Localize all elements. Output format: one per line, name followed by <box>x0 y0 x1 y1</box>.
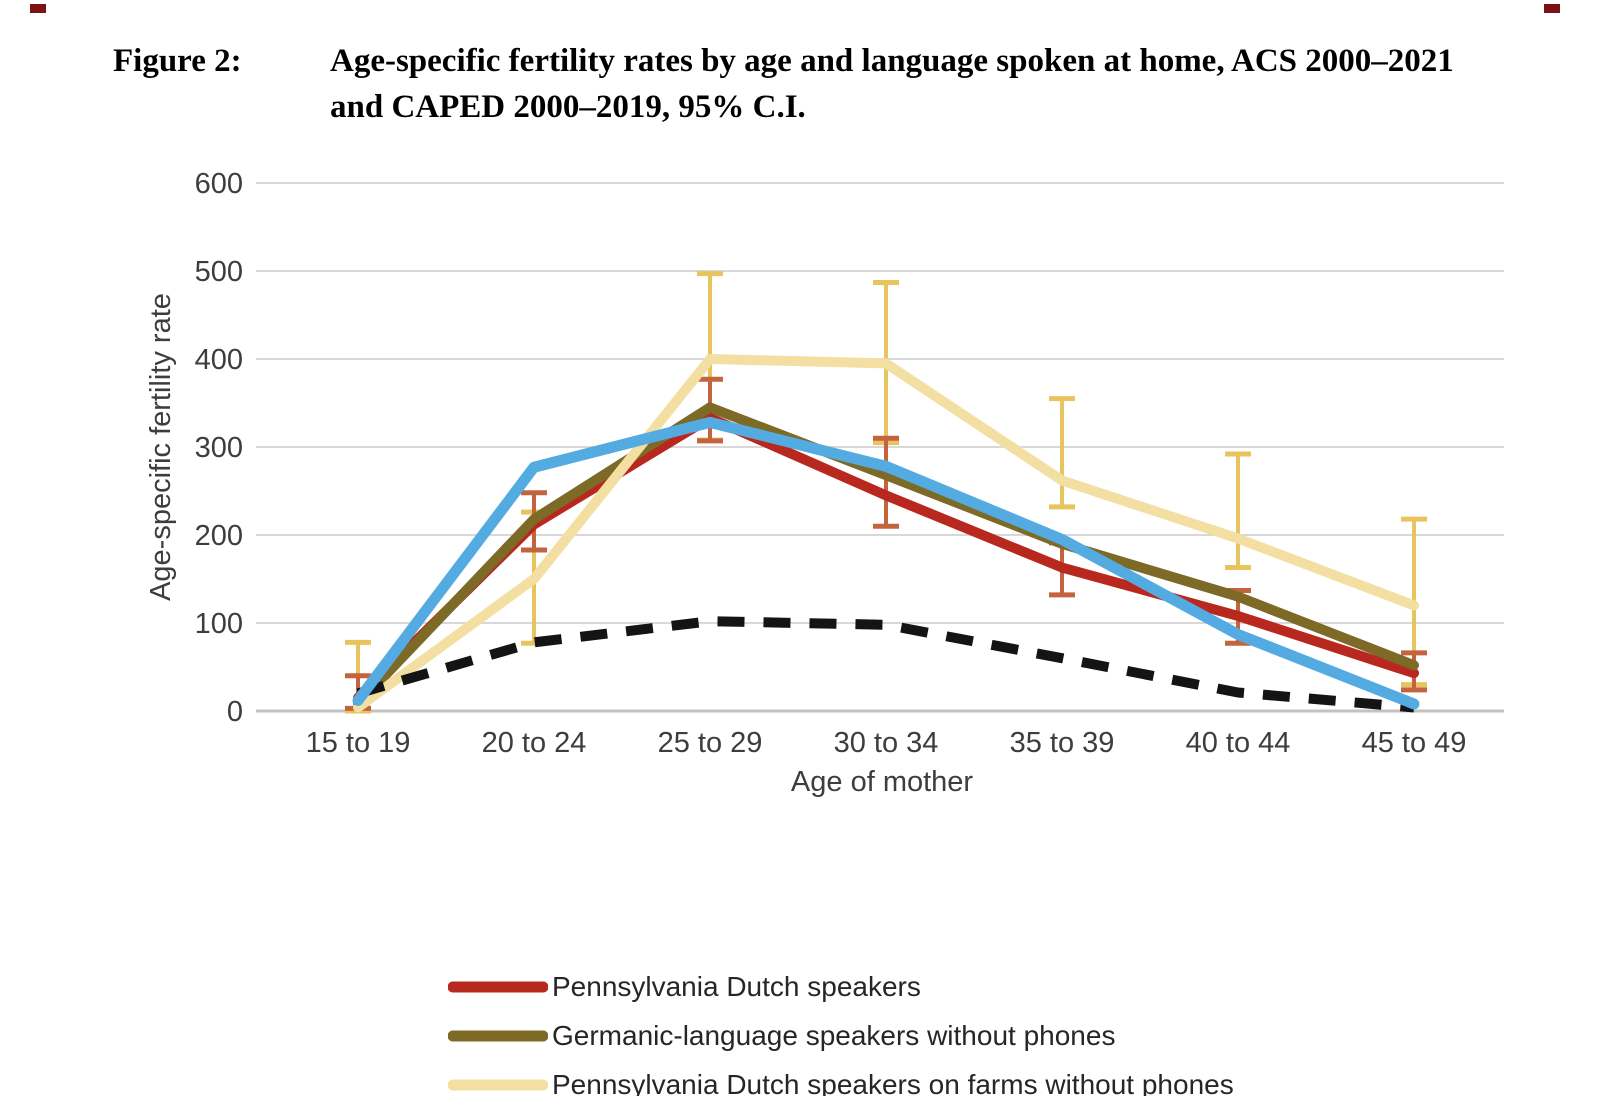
legend-swatch-line <box>448 1079 548 1090</box>
chart-legend: Pennsylvania Dutch speakers Germanic-lan… <box>448 962 1234 1096</box>
series-line-all-acs-respondents <box>356 616 1415 713</box>
legend-label: Germanic-language speakers without phone… <box>552 1019 1116 1051</box>
x-axis-title: Age of mother <box>791 766 973 798</box>
series-line-caped <box>352 416 1420 710</box>
legend-item: Pennsylvania Dutch speakers <box>448 962 1234 1011</box>
x-tick-label: 20 to 24 <box>482 727 587 759</box>
figure-label: Figure 2: <box>113 43 242 79</box>
y-tick-label: 600 <box>195 168 243 200</box>
legend-label: Pennsylvania Dutch speakers <box>552 970 921 1002</box>
page-edge-mark-left <box>30 4 46 13</box>
figure-title: Age-specific fertility rates by age and … <box>330 43 1454 126</box>
x-tick-label: 45 to 49 <box>1362 727 1467 759</box>
y-tick-label: 300 <box>195 432 243 464</box>
x-tick-label: 25 to 29 <box>658 727 763 759</box>
x-tick-label: 30 to 34 <box>834 727 939 759</box>
x-tick-label: 40 to 44 <box>1186 727 1291 759</box>
legend-swatch-line <box>448 1030 548 1041</box>
x-tick-label: 35 to 39 <box>1010 727 1115 759</box>
x-tick-label: 15 to 19 <box>306 727 411 759</box>
legend-swatch-line <box>448 981 548 992</box>
legend-label: Pennsylvania Dutch speakers on farms wit… <box>552 1068 1234 1096</box>
y-tick-label: 100 <box>195 608 243 640</box>
y-tick-label: 0 <box>227 696 243 728</box>
series-line-pennsylvania-dutch-speakers-on-farms-without-phones <box>353 354 1419 713</box>
legend-item: Germanic-language speakers without phone… <box>448 1011 1234 1060</box>
legend-item: Pennsylvania Dutch speakers on farms wit… <box>448 1060 1234 1096</box>
figure-caption: Figure 2: Age-specific fertility rates b… <box>113 38 1513 130</box>
series-line-germanic-language-speakers-without-phones <box>353 402 1419 709</box>
y-tick-label: 500 <box>195 256 243 288</box>
chart-svg: 0 100 200 300 400 500 600 Age-specific fertilit… <box>145 168 1504 798</box>
y-tick-label: 200 <box>195 520 243 552</box>
y-axis-title: Age-specific fertility rate <box>145 293 177 601</box>
page-edge-mark-right <box>1544 4 1560 13</box>
y-tick-label: 400 <box>195 344 243 376</box>
